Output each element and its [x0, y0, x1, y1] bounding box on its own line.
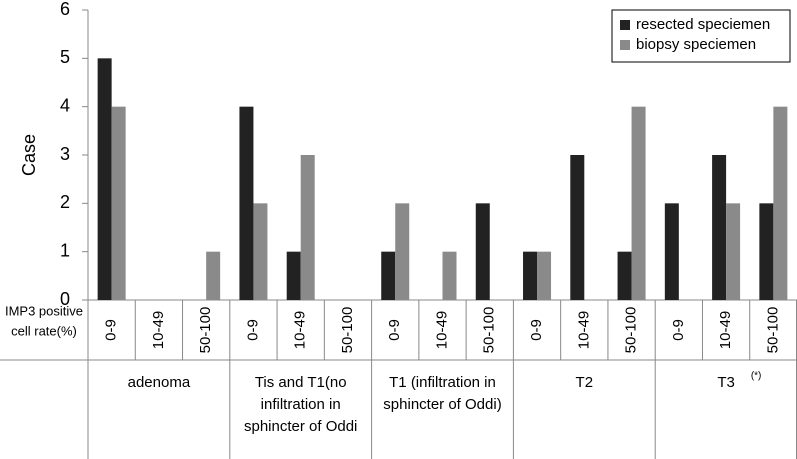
y-axis-label: Case — [19, 134, 39, 176]
group-label: sphincter of Oddi) — [383, 396, 501, 413]
y-tick-label: 6 — [60, 0, 70, 19]
legend-label: biopsy speciemen — [636, 36, 756, 53]
bar — [712, 155, 727, 300]
x-tick-label: 50-100 — [481, 307, 498, 354]
bar — [523, 251, 538, 300]
x-row-label: IMP3 positive — [5, 303, 83, 318]
y-tick-label: 3 — [60, 144, 70, 164]
bar — [442, 251, 457, 300]
y-tick-label: 1 — [60, 240, 70, 260]
bar — [111, 106, 126, 301]
group-label: Tis and T1(no — [255, 374, 347, 391]
group-label: infiltration in — [261, 396, 341, 413]
group-label: sphincter of Oddi — [244, 418, 357, 435]
bar — [773, 106, 788, 301]
bar — [570, 155, 585, 300]
group-annotation: (*) — [751, 371, 762, 382]
bar — [300, 155, 315, 300]
x-tick-label: 0-9 — [386, 319, 403, 341]
legend-swatch — [620, 40, 630, 50]
y-tick-label: 0 — [60, 289, 70, 309]
bar — [206, 251, 221, 300]
bar — [97, 58, 112, 301]
y-tick-label: 4 — [60, 95, 70, 115]
x-tick-label: 10-49 — [575, 311, 592, 349]
bar — [759, 203, 774, 300]
bar — [381, 251, 396, 300]
x-tick-label: 50-100 — [339, 307, 356, 354]
legend-swatch — [620, 20, 630, 30]
y-tick-label: 2 — [60, 192, 70, 212]
x-tick-label: 50-100 — [197, 307, 214, 354]
x-tick-label: 10-49 — [150, 311, 167, 349]
bar — [664, 203, 679, 300]
legend-box — [611, 9, 791, 63]
x-tick-label: 0-9 — [103, 319, 120, 341]
x-tick-label: 10-49 — [717, 311, 734, 349]
bar — [253, 203, 268, 300]
x-tick-label: 10-49 — [292, 311, 309, 349]
x-tick-label: 0-9 — [244, 319, 261, 341]
group-label: T3 — [717, 374, 735, 391]
legend-label: resected speciemen — [636, 16, 770, 33]
bar — [395, 203, 410, 300]
x-tick-label: 10-49 — [433, 311, 450, 349]
bar — [239, 106, 254, 301]
x-tick-label: 0-9 — [670, 319, 687, 341]
bar — [631, 106, 646, 301]
x-tick-label: 50-100 — [623, 307, 640, 354]
bar — [286, 251, 301, 300]
x-row-label: cell rate(%) — [11, 323, 77, 338]
bar — [726, 203, 741, 300]
x-tick-label: 50-100 — [764, 307, 781, 354]
x-tick-label: 0-9 — [528, 319, 545, 341]
group-label: T1 (infiltration in — [389, 374, 496, 391]
group-label: adenoma — [128, 374, 191, 391]
bar — [475, 203, 490, 300]
bar — [617, 251, 632, 300]
y-tick-label: 5 — [60, 47, 70, 67]
group-label: T2 — [576, 374, 594, 391]
bar — [537, 251, 552, 300]
